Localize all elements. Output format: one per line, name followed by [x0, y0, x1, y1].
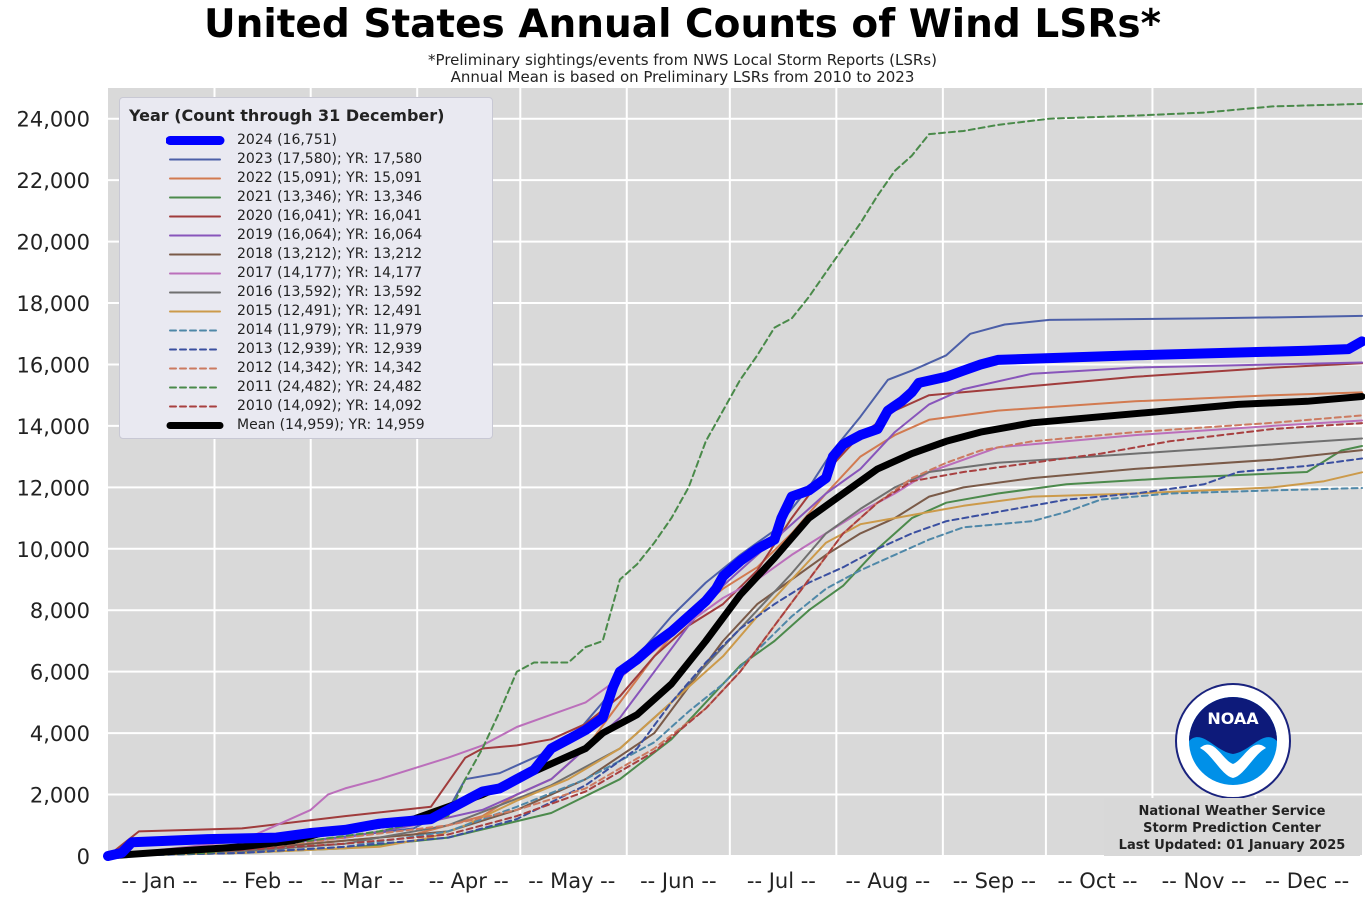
legend-label: 2020 (16,041); YR: 16,041: [237, 208, 423, 224]
series-line-1: [107, 314, 1363, 857]
legend-label: 2023 (17,580); YR: 17,580: [237, 151, 423, 167]
legend-item: 2016 (13,592); YR: 13,592: [120, 283, 492, 302]
y-tick-label: 18,000: [17, 292, 90, 316]
series-lines: [103, 102, 1365, 861]
y-tick-label: 20,000: [17, 231, 90, 255]
y-tick-label: 8,000: [30, 599, 90, 623]
legend-label: 2010 (14,092); YR: 14,092: [237, 398, 423, 414]
series-line-0: [103, 336, 1365, 861]
legend-label: Mean (14,959); YR: 14,959: [237, 417, 425, 433]
subtitle-line-1: *Preliminary sightings/events from NWS L…: [428, 51, 937, 69]
series-line-3: [107, 445, 1363, 857]
legend-title: Year (Count through 31 December): [129, 106, 445, 125]
legend-label: 2016 (13,592); YR: 13,592: [237, 284, 423, 300]
legend-swatch: [169, 329, 221, 332]
legend-label: 2018 (13,212); YR: 13,212: [237, 246, 423, 262]
y-tick-label: 4,000: [30, 722, 90, 746]
y-tick-label: 2,000: [30, 784, 90, 808]
legend-label: 2011 (24,482); YR: 24,482: [237, 379, 423, 395]
legend-label: 2024 (16,751): [237, 132, 337, 148]
legend-label: 2021 (13,346); YR: 13,346: [237, 189, 423, 205]
series-line-14: [107, 422, 1363, 857]
series-line-13: [107, 102, 1363, 857]
series-line-4: [107, 362, 1363, 857]
y-axis: 0 2,000 4,000 6,000 8,000 10,000 12,000 14,000 1…: [17, 108, 90, 869]
x-tick-label: -- Mar --: [321, 869, 404, 893]
legend-swatch: [169, 196, 221, 199]
legend-item: 2010 (14,092); YR: 14,092: [120, 397, 492, 416]
legend-item: 2013 (12,939); YR: 12,939: [120, 340, 492, 359]
y-tick-label: 16,000: [17, 353, 90, 377]
legend-item: 2014 (11,979); YR: 11,979: [120, 321, 492, 340]
credit-line-1: National Weather Service: [1138, 804, 1326, 819]
x-tick-label: -- Sep --: [953, 869, 1036, 893]
noaa-logo-text: NOAA: [1207, 709, 1259, 728]
series-line-10: [107, 487, 1363, 857]
y-tick-label: 22,000: [17, 169, 90, 193]
x-axis: -- Jan -- -- Feb -- -- Mar -- -- Apr -- -- M…: [122, 869, 1350, 893]
legend-swatch: [166, 422, 224, 429]
series-line-5: [107, 361, 1363, 857]
legend-label: 2017 (14,177); YR: 14,177: [237, 265, 423, 281]
y-tick-label: 6,000: [30, 661, 90, 685]
x-tick-label: -- Apr --: [429, 869, 509, 893]
credit-line-3: Last Updated: 01 January 2025: [1118, 838, 1346, 853]
legend-swatch: [169, 177, 221, 180]
legend-label: 2014 (11,979); YR: 11,979: [237, 322, 423, 338]
y-tick-label: 10,000: [17, 538, 90, 562]
legend-item: 2017 (14,177); YR: 14,177: [120, 264, 492, 283]
legend-item: 2012 (14,342); YR: 14,342: [120, 359, 492, 378]
series-line-11: [107, 457, 1363, 857]
legend-item: 2020 (16,041); YR: 16,041: [120, 207, 492, 226]
series-line-12: [107, 414, 1363, 857]
legend-swatch: [169, 291, 221, 294]
legend-label: 2013 (12,939); YR: 12,939: [237, 341, 423, 357]
legend-item: 2022 (15,091); YR: 15,091: [120, 169, 492, 188]
legend-label: 2022 (15,091); YR: 15,091: [237, 170, 423, 186]
y-tick-label: 24,000: [17, 108, 90, 132]
legend-label: 2019 (16,064); YR: 16,064: [237, 227, 423, 243]
legend-item: 2011 (24,482); YR: 24,482: [120, 378, 492, 397]
x-tick-label: -- Jan --: [122, 869, 198, 893]
legend-item: 2021 (13,346); YR: 13,346: [120, 188, 492, 207]
legend-swatch: [169, 348, 221, 351]
legend-label: 2015 (12,491); YR: 12,491: [237, 303, 423, 319]
x-tick-label: -- Nov --: [1162, 869, 1247, 893]
page-title: United States Annual Counts of Wind LSRs…: [203, 2, 1161, 47]
legend-item: 2024 (16,751): [120, 131, 492, 150]
legend: Year (Count through 31 December) 2024 (1…: [119, 97, 493, 439]
legend-swatch: [169, 234, 221, 237]
x-tick-label: -- Dec --: [1265, 869, 1349, 893]
legend-swatch: [169, 158, 221, 161]
x-tick-label: -- Jul --: [747, 869, 816, 893]
credit-box: National Weather Service Storm Predictio…: [1104, 798, 1360, 856]
legend-item: 2023 (17,580); YR: 17,580: [120, 150, 492, 169]
x-tick-label: -- Jun --: [640, 869, 716, 893]
legend-swatch: [166, 136, 225, 145]
y-tick-label: 14,000: [17, 415, 90, 439]
legend-item: Mean (14,959); YR: 14,959: [120, 416, 492, 435]
x-tick-label: -- Aug --: [846, 869, 931, 893]
y-tick-label: 12,000: [17, 476, 90, 500]
legend-item: 2019 (16,064); YR: 16,064: [120, 226, 492, 245]
legend-swatch: [169, 405, 221, 408]
x-tick-label: -- Oct --: [1057, 869, 1137, 893]
subtitle-line-2: Annual Mean is based on Preliminary LSRs…: [450, 68, 915, 86]
series-line-8: [107, 437, 1363, 857]
x-tick-label: -- May --: [528, 869, 615, 893]
legend-swatch: [169, 253, 221, 256]
legend-item: 2018 (13,212); YR: 13,212: [120, 245, 492, 264]
legend-item: 2015 (12,491); YR: 12,491: [120, 302, 492, 321]
credit-line-2: Storm Prediction Center: [1143, 821, 1321, 836]
legend-swatch: [169, 367, 221, 370]
legend-swatch: [169, 310, 221, 313]
legend-swatch: [169, 272, 221, 275]
legend-label: 2012 (14,342); YR: 14,342: [237, 360, 423, 376]
legend-swatch: [169, 386, 221, 389]
y-tick-label: 0: [77, 845, 90, 869]
legend-swatch: [169, 215, 221, 218]
x-tick-label: -- Feb --: [222, 869, 303, 893]
noaa-logo: NOAA: [1175, 683, 1291, 799]
